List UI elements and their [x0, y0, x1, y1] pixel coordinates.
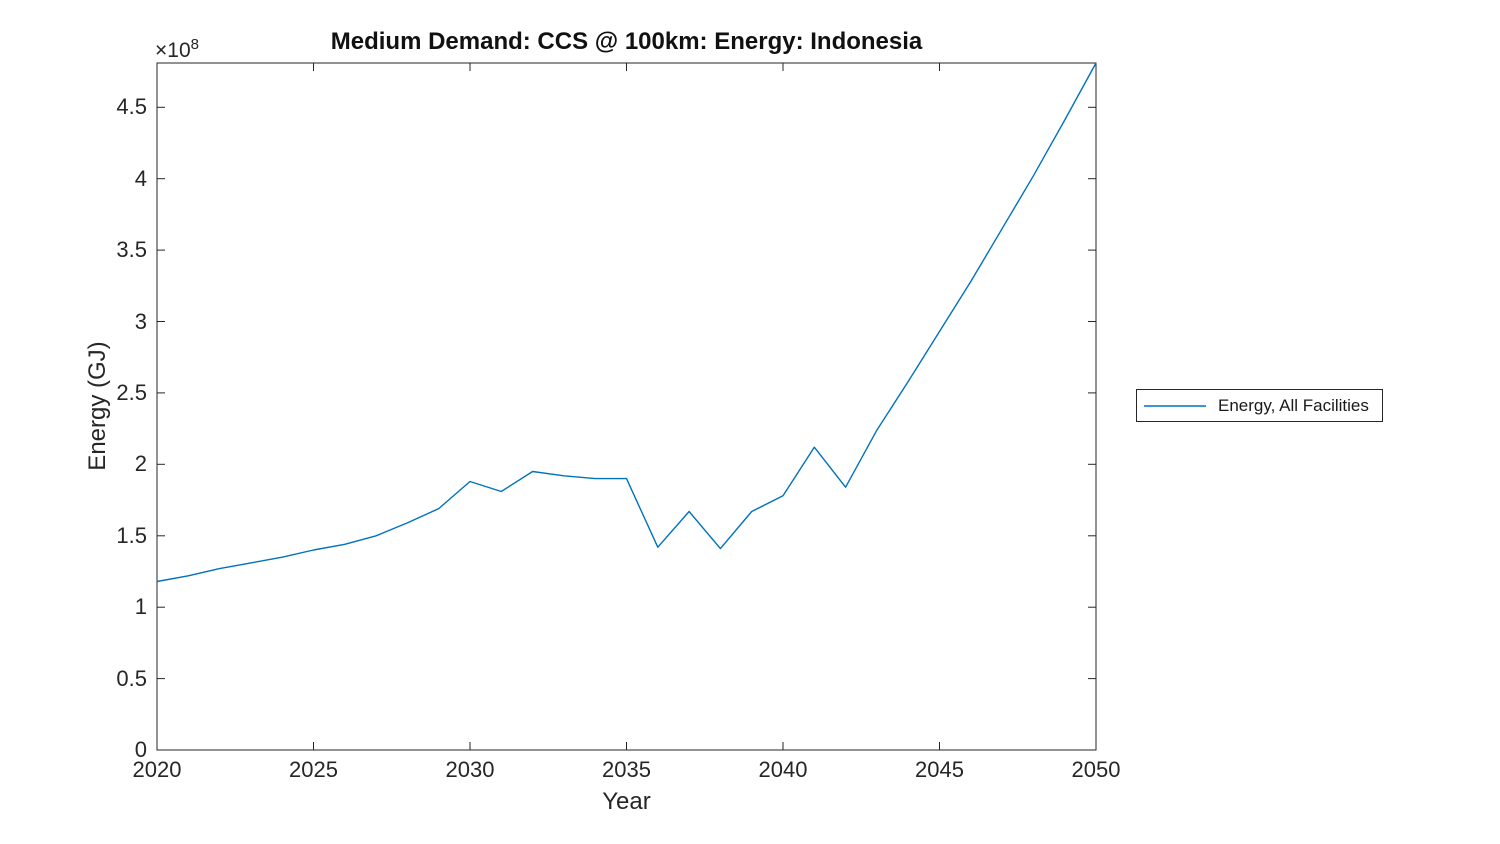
x-tick-label: 2040 [758, 757, 808, 782]
x-tick-label: 2025 [289, 757, 338, 782]
y-tick-label: 1 [134, 594, 147, 620]
y-tick-label: 2.5 [116, 379, 147, 405]
x-axis-label: Year [602, 788, 651, 815]
x-tick-label: 2050 [1071, 757, 1121, 782]
y-tick-label: 4.5 [116, 94, 147, 120]
y-tick-label: 4 [134, 165, 147, 191]
y-tick-label: 0.5 [116, 665, 147, 691]
chart-title: Medium Demand: CCS @ 100km: Energy: Indo… [330, 28, 923, 55]
x-tick-label: 2045 [915, 757, 964, 782]
legend-box: Energy, All Facilities [1136, 389, 1383, 422]
x-tick-label: 2035 [602, 757, 651, 782]
x-tick-label: 2030 [445, 757, 495, 782]
x-tick-label: 2020 [132, 757, 182, 782]
legend-entry-label: Energy, All Facilities [1218, 395, 1369, 415]
y-axis-exponent-power: 8 [190, 36, 199, 53]
y-axis-exponent-base: ×10 [155, 39, 191, 62]
y-tick-label: 0 [134, 737, 147, 762]
legend-line-sample [1144, 404, 1206, 407]
y-tick-label: 1.5 [116, 522, 147, 548]
data-series-line [156, 62, 1097, 583]
y-tick-label: 3.5 [116, 237, 147, 263]
y-tick-label: 2 [134, 451, 147, 477]
y-tick-label: 3 [134, 308, 147, 334]
y-axis-exponent-label: ×108 [155, 36, 199, 63]
